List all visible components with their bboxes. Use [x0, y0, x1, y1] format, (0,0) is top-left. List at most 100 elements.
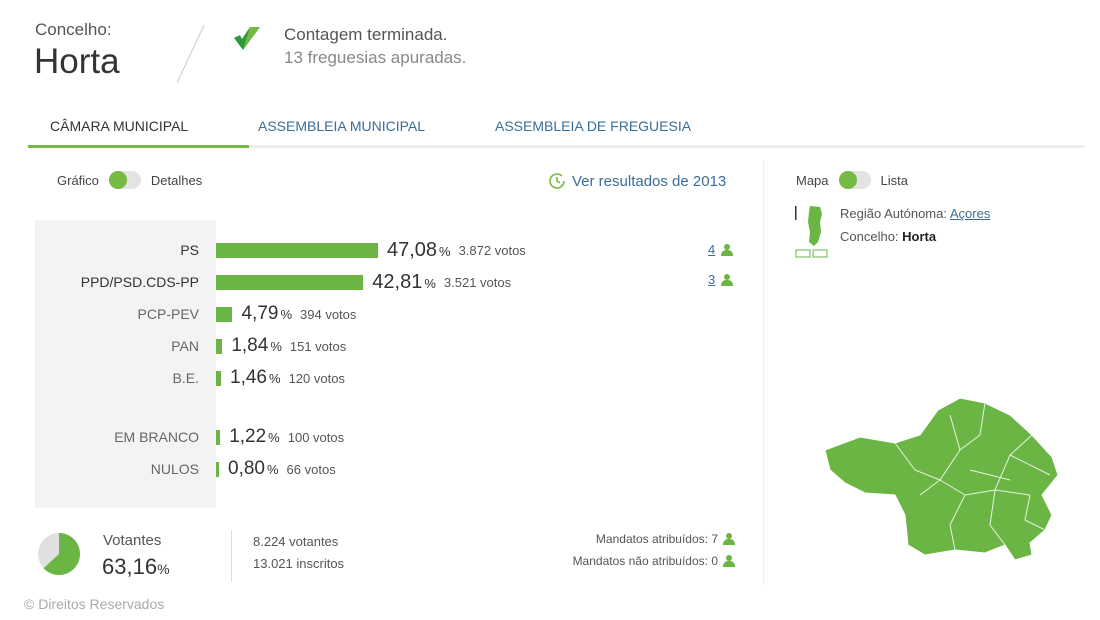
- result-bar: [216, 370, 222, 386]
- municipality-name: Horta: [34, 42, 120, 81]
- result-bar: [216, 461, 219, 477]
- pct-unit: %: [269, 371, 281, 386]
- person-icon: [721, 273, 734, 286]
- result-pct: 1,22%: [229, 426, 280, 448]
- voters-count: 8.224 votantes: [253, 534, 339, 549]
- result-row: EM BRANCO 1,22% 100 votos: [35, 425, 344, 449]
- turnout-value: 63,16%: [102, 554, 170, 580]
- tab-assembleia-municipal[interactable]: ASSEMBLEIA MUNICIPAL: [258, 118, 426, 134]
- mandates-unassigned: Mandatos não atribuídos: 0: [573, 554, 735, 568]
- party-label: PPD/PSD.CDS-PP: [80, 274, 199, 290]
- party-label-panel: [35, 220, 216, 508]
- result-bar: [216, 338, 223, 354]
- tab-camara-municipal[interactable]: CÂMARA MUNICIPAL: [50, 118, 189, 134]
- result-votes: 120 votos: [288, 370, 345, 386]
- party-label: PS: [180, 242, 199, 258]
- result-votes: 151 votos: [289, 338, 347, 354]
- turnout-pie: [38, 533, 80, 575]
- pct-unit: %: [439, 243, 451, 259]
- pct-value: 42,81: [372, 270, 423, 293]
- active-tab-indicator: [28, 145, 249, 148]
- mandates-unassigned-label: Mandatos não atribuídos: 0: [572, 554, 718, 568]
- pct-value: 1,46: [230, 367, 267, 388]
- result-row: NULOS 0,80% 66 votos: [35, 457, 336, 481]
- turnout-pct: 63,16: [102, 554, 158, 579]
- count-status: Contagem terminada.: [284, 25, 448, 44]
- divider: [176, 24, 205, 84]
- pct-unit: %: [270, 339, 282, 354]
- seats-psd[interactable]: 3: [708, 272, 734, 287]
- pct-value: 1,84: [231, 335, 269, 356]
- toggle-label-mapa: Mapa: [796, 172, 829, 188]
- person-icon: [723, 533, 735, 545]
- toggle-label-detalhes: Detalhes: [150, 172, 203, 188]
- pct-value: 4,79: [241, 303, 279, 324]
- result-pct: 1,46%: [230, 367, 281, 389]
- municipality-map[interactable]: [820, 395, 1065, 570]
- result-pct: 0,80%: [228, 458, 279, 480]
- portugal-minimap-icon[interactable]: [794, 204, 832, 260]
- history-link[interactable]: Ver resultados de 2013: [548, 172, 726, 190]
- result-pct: 4,79%: [241, 303, 292, 325]
- chart-details-toggle-row: Gráfico Detalhes: [57, 171, 202, 189]
- result-row: PS 47,08% 3.872 votos: [35, 238, 526, 262]
- municipality-label: Concelho:: [35, 20, 112, 39]
- result-row: PCP-PEV 4,79% 394 votos: [35, 302, 357, 326]
- divider: [231, 530, 232, 582]
- person-icon: [721, 243, 734, 256]
- tab-bar: CÂMARA MUNICIPAL ASSEMBLEIA MUNICIPAL AS…: [28, 108, 1085, 148]
- toggle-label-lista: Lista: [880, 172, 908, 188]
- party-label: PAN: [171, 338, 199, 354]
- map-list-toggle-row: Mapa Lista: [796, 171, 908, 189]
- divider: [763, 160, 764, 585]
- result-votes: 100 votos: [287, 429, 345, 445]
- municipality-map-label: Concelho:: [840, 229, 899, 244]
- result-bar: [216, 242, 378, 258]
- result-votes: 3.521 votos: [443, 274, 512, 290]
- turnout-label: Votantes: [103, 532, 162, 549]
- mandates-assigned-label: Mandatos atribuídos: 7: [595, 532, 718, 546]
- party-label: PCP-PEV: [137, 306, 199, 322]
- pct-value: 1,22: [229, 426, 267, 447]
- pct-unit: %: [268, 430, 280, 445]
- pie-turnout-slice: [43, 533, 80, 575]
- result-pct: 1,84%: [231, 335, 282, 357]
- pct-unit: %: [424, 275, 436, 291]
- result-pct: 42,81%: [372, 271, 436, 294]
- check-icon: [234, 27, 260, 50]
- party-label: EM BRANCO: [114, 429, 199, 445]
- seats-ps[interactable]: 4: [708, 242, 734, 257]
- tab-assembleia-freguesia[interactable]: ASSEMBLEIA DE FREGUESIA: [495, 118, 692, 134]
- person-icon: [723, 555, 735, 567]
- result-row: PAN 1,84% 151 votos: [35, 334, 346, 358]
- municipality-line: Concelho: Horta: [840, 229, 936, 244]
- registered-count: 13.021 inscritos: [253, 556, 345, 571]
- result-votes: 66 votos: [286, 461, 336, 477]
- chart-details-toggle[interactable]: [108, 171, 141, 189]
- party-label: NULOS: [150, 461, 199, 477]
- copyright: © Direitos Reservados: [24, 596, 165, 612]
- region-link[interactable]: Açores: [949, 206, 991, 221]
- result-votes: 3.872 votos: [458, 242, 526, 258]
- toggle-label-grafico: Gráfico: [57, 172, 99, 188]
- seat-count: 3: [708, 272, 716, 287]
- pct-value: 47,08: [386, 238, 438, 261]
- result-bar: [216, 274, 364, 290]
- seat-count: 4: [708, 242, 716, 257]
- pct-value: 0,80: [228, 458, 265, 479]
- result-pct: 47,08%: [387, 239, 451, 262]
- map-list-toggle[interactable]: [838, 171, 871, 189]
- region-label: Região Autónoma:: [840, 206, 947, 221]
- parish-borders: [894, 402, 1051, 551]
- pct-unit: %: [280, 307, 293, 322]
- result-votes: 394 votos: [300, 306, 357, 322]
- pct-unit: %: [266, 462, 279, 477]
- party-label: B.E.: [172, 370, 199, 386]
- turnout-unit: %: [157, 561, 170, 577]
- result-row: B.E. 1,46% 120 votos: [35, 366, 345, 390]
- history-link-label: Ver resultados de 2013: [572, 172, 727, 190]
- parishes-counted: 13 freguesias apuradas.: [284, 48, 467, 67]
- mandates-assigned: Mandatos atribuídos: 7: [596, 532, 735, 546]
- history-icon: [549, 173, 565, 189]
- region-line: Região Autónoma: Açores: [840, 206, 990, 221]
